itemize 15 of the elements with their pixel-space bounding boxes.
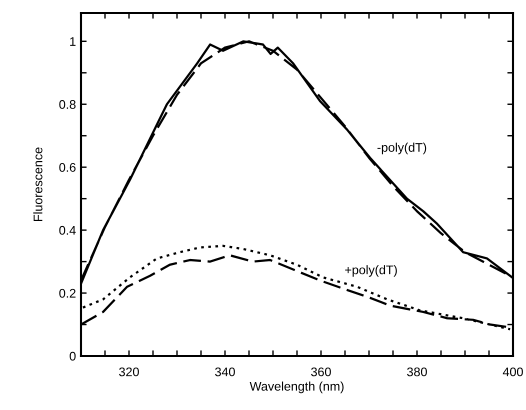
x-tick-label: 320 [119, 367, 139, 376]
y-tick-label: 0 [70, 352, 76, 361]
x-tick-label: 380 [407, 367, 427, 376]
y-tick-label: 0.4 [59, 226, 76, 235]
x-axis-title: Wavelength (nm) [250, 382, 344, 394]
x-tick-label: 400 [502, 367, 523, 376]
y-tick-label: 0.2 [59, 288, 76, 298]
annotation: +poly(dT) [345, 265, 397, 277]
x-tick-label: 360 [311, 367, 331, 376]
annotation: -poly(dT) [377, 142, 426, 154]
y-tick-label: 0.6 [59, 162, 76, 172]
y-axis-title: Fluorescence [33, 148, 42, 221]
y-tick-label: 0.8 [59, 100, 76, 109]
y-tick-label: 1 [70, 37, 76, 46]
x-tick-label: 340 [215, 367, 235, 376]
